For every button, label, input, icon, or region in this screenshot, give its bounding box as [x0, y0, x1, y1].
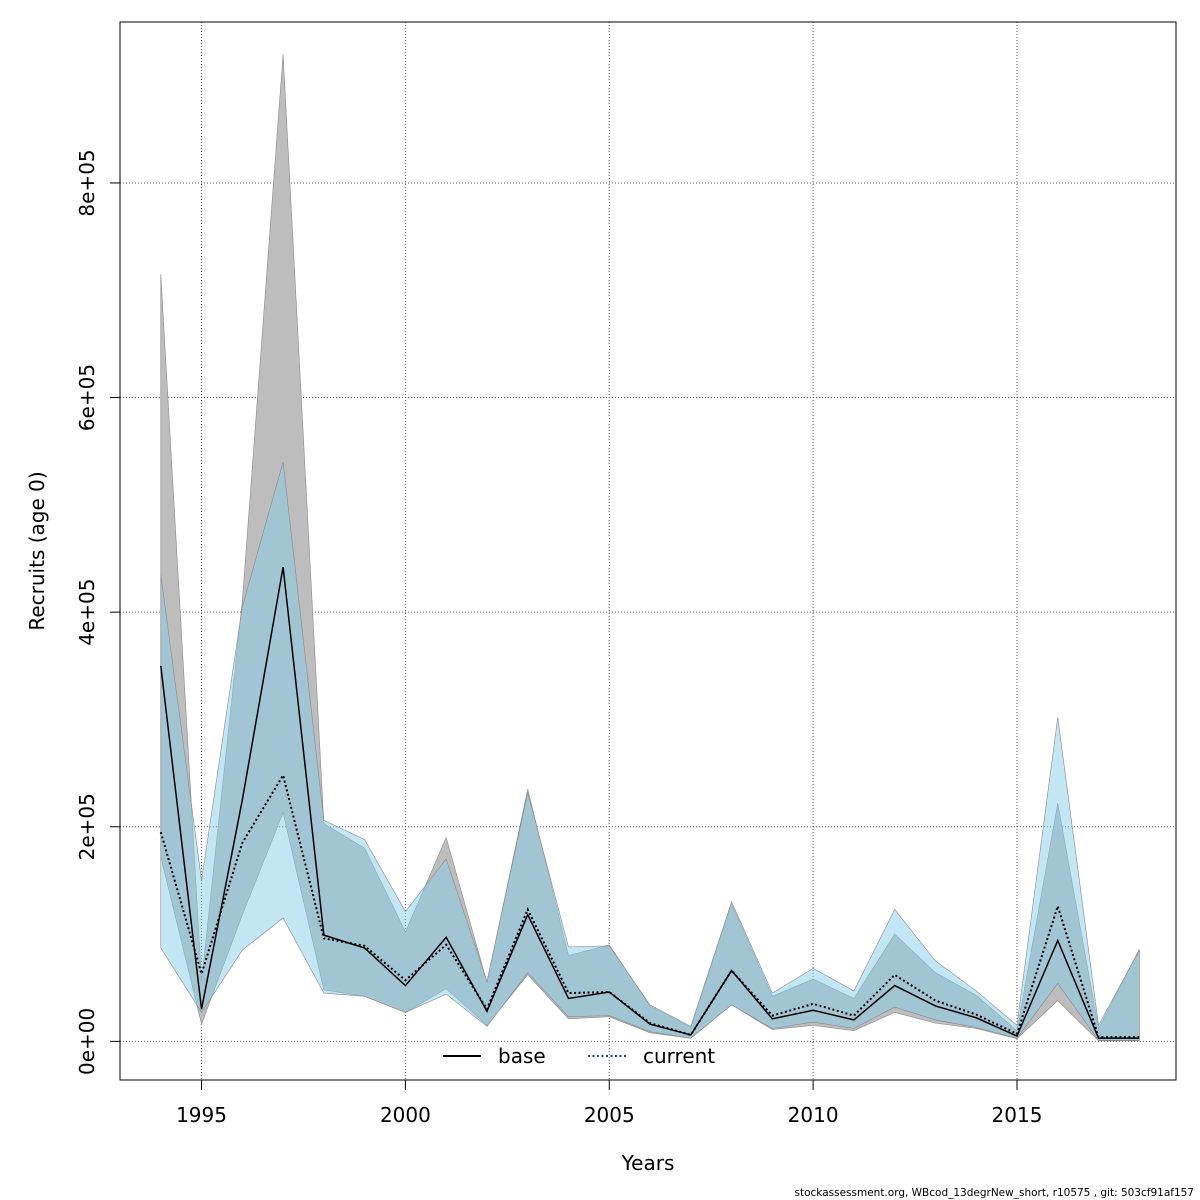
band-current — [160, 461, 1140, 1041]
x-tick-label: 2010 — [788, 1103, 839, 1127]
footer-credit: stockassessment.org, WBcod_13degrNew_sho… — [794, 1187, 1194, 1199]
grid — [120, 22, 1176, 1080]
series-line-current — [159, 772, 1140, 1039]
x-tick-label: 2015 — [992, 1103, 1043, 1127]
series-lines — [159, 566, 1140, 1039]
legend: base current — [443, 1044, 715, 1068]
x-tick-label: 2000 — [380, 1103, 431, 1127]
legend-label-current: current — [643, 1044, 715, 1068]
y-tick-label: 2e+05 — [75, 793, 99, 860]
y-tick-label: 4e+05 — [75, 579, 99, 646]
axes: 1995 2000 2005 2010 2015 0e+00 2e+05 4e+05 6e+05… — [75, 149, 1042, 1127]
y-tick-label: 8e+05 — [75, 149, 99, 216]
confidence-bands — [160, 54, 1140, 1042]
x-axis-title: Years — [621, 1151, 675, 1175]
y-axis-title: Recruits (age 0) — [25, 471, 49, 630]
x-tick-label: 2005 — [584, 1103, 635, 1127]
y-tick-label: 6e+05 — [75, 364, 99, 431]
y-tick-label: 0e+00 — [75, 1008, 99, 1075]
x-tick-label: 1995 — [176, 1103, 227, 1127]
legend-label-base: base — [498, 1044, 546, 1068]
